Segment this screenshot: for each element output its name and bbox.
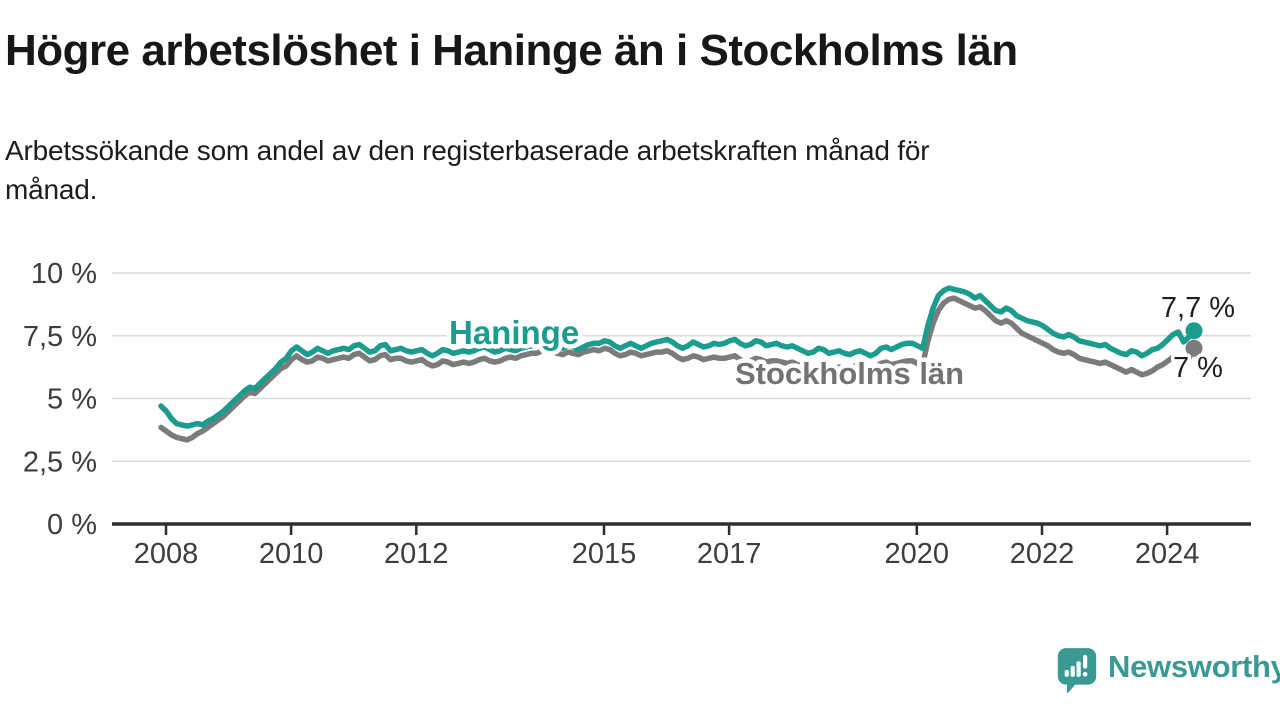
newsworthy-bubble-icon: [1057, 648, 1097, 693]
y-axis-label: 0 %: [47, 509, 97, 541]
x-axis-label: 2024: [1135, 538, 1200, 570]
series-label-haninge: Haninge: [449, 314, 579, 351]
bar-1: [1064, 670, 1069, 677]
x-axis-label: 2015: [572, 538, 637, 570]
series-line-haninge: [158, 285, 1197, 429]
series-line-stockholms-län: [158, 295, 1197, 443]
bar-2: [1070, 665, 1075, 677]
bar-3: [1076, 661, 1081, 677]
x-axis-label: 2017: [697, 538, 762, 570]
newsworthy-logo-text: Newsworthy: [1108, 649, 1280, 684]
x-axis-label: 2022: [1010, 538, 1075, 570]
series-end-dot-2: [1185, 339, 1203, 357]
chart-subtitle: Arbetssökande som andel av den registerb…: [5, 131, 1215, 209]
newsworthy-logo: Newsworthy: [1056, 646, 1280, 694]
y-axis-label: 5 %: [47, 384, 97, 416]
exclamation-bar: [1083, 654, 1088, 669]
y-axis-label: 7,5 %: [23, 321, 97, 353]
series-label-stockholms-län: Stockholms län: [735, 356, 964, 391]
series-end-dot-1: [1185, 322, 1203, 340]
series-end-label-1: 7,7 %: [1161, 292, 1235, 324]
chart-subtitle-line-2: månad.: [5, 174, 98, 205]
chart-title: Högre arbetslöshet i Haninge än i Stockh…: [5, 26, 1018, 75]
chart-subtitle-line-1: Arbetssökande som andel av den registerb…: [5, 135, 930, 166]
x-axis-label: 2010: [259, 538, 324, 570]
x-axis-label: 2012: [384, 538, 449, 570]
exclamation-dot: [1082, 671, 1088, 677]
x-axis-label: 2008: [134, 538, 199, 570]
y-axis-label: 2,5 %: [23, 446, 97, 478]
series-end-label-2: 7 %: [1173, 352, 1223, 384]
y-axis-label: 10 %: [31, 258, 97, 290]
x-axis-label: 2020: [885, 538, 950, 570]
